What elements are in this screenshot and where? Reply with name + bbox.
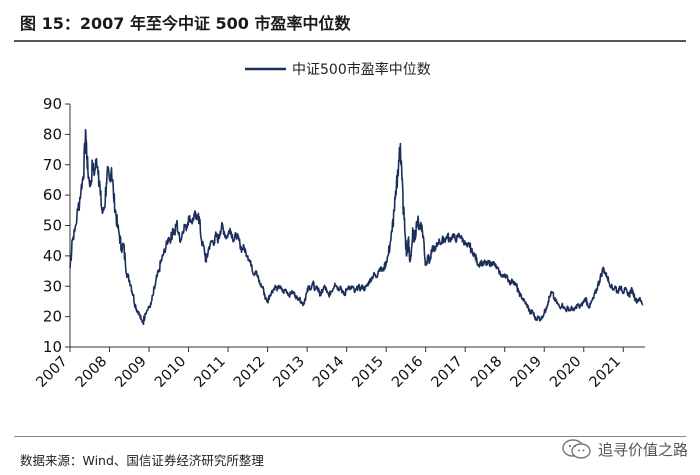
y-tick-label: 10: [43, 338, 62, 356]
x-tick-label: 2019: [508, 354, 545, 391]
legend: 中证500市盈率中位数: [245, 61, 431, 78]
y-tick-label: 90: [43, 95, 62, 113]
header-rule: [14, 40, 686, 42]
y-tick-label: 20: [43, 308, 62, 326]
footer-rule: [14, 436, 686, 437]
source-note: 数据来源：Wind、国信证券经济研究所整理: [20, 453, 264, 468]
watermark: 追寻价值之路: [562, 438, 688, 460]
y-axis: 10 20 30 40 50 60 70 80 90: [43, 95, 71, 356]
x-tick-label: 2012: [231, 354, 268, 391]
x-tick-label: 2021: [587, 354, 624, 391]
x-tick-label: 2013: [271, 354, 308, 391]
x-tick-label: 2009: [112, 354, 149, 391]
x-axis: 2007 2008 2009 2010 2011 2012 2013 2014 2015 2016…: [33, 346, 645, 391]
x-tick-label: 2014: [310, 354, 347, 391]
x-tick-label: 2015: [350, 354, 387, 391]
x-tick-label: 2020: [547, 354, 584, 391]
x-tick-label: 2010: [152, 354, 189, 391]
y-tick-label: 70: [43, 156, 62, 174]
figure-title: 图 15：2007 年至今中证 500 市盈率中位数: [20, 14, 351, 33]
figure-footer: 数据来源：Wind、国信证券经济研究所整理: [0, 436, 700, 475]
legend-label: 中证500市盈率中位数: [292, 61, 431, 78]
x-tick-label: 2016: [389, 354, 426, 391]
x-tick-label: 2008: [73, 354, 110, 391]
y-tick-label: 30: [43, 277, 62, 295]
wechat-icon: [562, 439, 591, 459]
y-tick-label: 40: [43, 247, 62, 265]
x-tick-label: 2018: [468, 354, 505, 391]
x-tick-label: 2011: [191, 354, 228, 391]
y-tick-label: 50: [43, 217, 62, 235]
y-tick-label: 60: [43, 186, 62, 204]
y-tick-label: 80: [43, 125, 62, 143]
x-tick-label: 2007: [33, 354, 70, 391]
figure-header: 图 15：2007 年至今中证 500 市盈率中位数: [0, 0, 700, 46]
x-tick-label: 2017: [429, 354, 466, 391]
watermark-text: 追寻价值之路: [597, 440, 688, 459]
series-line: [69, 128, 644, 326]
